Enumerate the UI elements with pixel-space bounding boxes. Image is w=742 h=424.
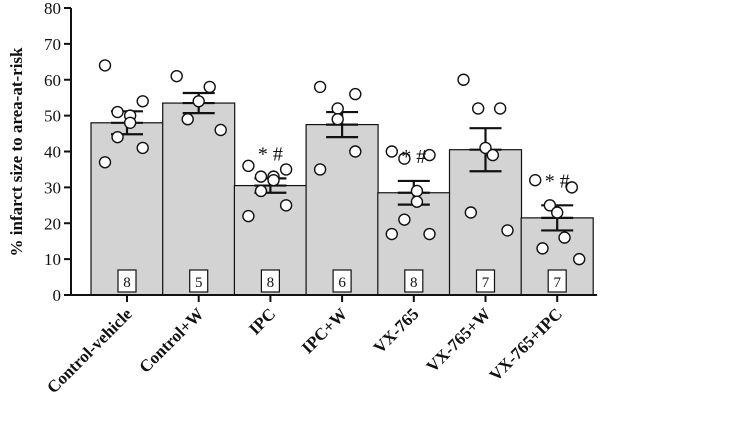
data-point	[136, 95, 149, 108]
y-axis-label: % infarct size to area-at-risk	[7, 47, 26, 257]
y-tick-label: 10	[44, 250, 61, 269]
data-point	[536, 242, 549, 255]
y-tick-label: 80	[44, 0, 61, 18]
sample-size-box	[189, 269, 209, 293]
data-point	[242, 209, 255, 223]
data-point	[214, 123, 227, 137]
x-tick-label: VX-765+W	[423, 304, 495, 376]
data-point	[111, 105, 124, 119]
data-point	[170, 69, 183, 83]
x-tick-label: Control+W	[135, 304, 207, 376]
x-tick-label: VX-765+IPC	[486, 304, 566, 384]
bar	[305, 123, 379, 296]
y-axis: 0 10 20 30 40 50 60 70 80	[44, 0, 72, 305]
data-point	[98, 59, 112, 72]
sample-size-box	[547, 269, 567, 293]
sample-size-label: 7	[553, 275, 561, 291]
data-point	[464, 206, 478, 219]
data-point	[279, 199, 293, 212]
data-point	[385, 227, 398, 241]
y-tick-label: 30	[44, 178, 61, 197]
data-point	[398, 213, 411, 226]
data-point	[123, 116, 137, 130]
data-point	[551, 206, 564, 219]
data-point	[192, 95, 205, 108]
data-point	[313, 163, 327, 176]
data-point	[181, 113, 194, 126]
data-point	[313, 80, 327, 94]
sample-size-label: 7	[482, 275, 490, 291]
data-point	[486, 148, 500, 162]
y-tick-label: 50	[44, 107, 61, 126]
y-tick-label: 70	[44, 35, 61, 54]
data-point	[398, 152, 411, 165]
sample-size-label: 8	[267, 275, 275, 291]
sample-size-label: 8	[410, 275, 418, 291]
x-axis: Control-vehicle Control+W IPC IPC+W VX-765 VX…	[43, 294, 598, 397]
x-tick-label: VX-765	[370, 304, 423, 357]
data-point	[331, 113, 344, 126]
sample-size-box	[260, 269, 280, 293]
y-tick-label: 20	[44, 214, 61, 233]
x-tick-label: Control-vehicle	[43, 304, 136, 397]
data-point	[410, 195, 424, 208]
data-point	[558, 231, 571, 244]
y-tick-label: 0	[53, 286, 62, 305]
significance-marker: * #	[401, 146, 426, 168]
data-point	[565, 181, 579, 194]
bar	[90, 122, 164, 296]
sample-size-box	[404, 269, 424, 293]
y-tick-label: 40	[44, 143, 61, 162]
data-point	[457, 73, 470, 86]
data-point	[267, 173, 280, 187]
data-point	[493, 102, 507, 115]
significance-marker: * #	[258, 143, 283, 165]
sample-size-label: 6	[338, 275, 346, 291]
sample-size-box	[332, 269, 352, 293]
data-point	[573, 252, 586, 266]
data-point	[423, 148, 436, 162]
data-point	[254, 184, 268, 198]
data-point	[279, 163, 293, 176]
significance-marker: * #	[545, 170, 570, 192]
significance-markers: * # * # * #	[258, 143, 570, 192]
sample-size-box	[475, 269, 496, 293]
data-point	[501, 224, 514, 237]
sample-size-label: 8	[123, 275, 131, 291]
data-point	[349, 87, 362, 101]
sample-size-box	[117, 269, 137, 293]
data-point	[111, 130, 124, 144]
data-point	[136, 141, 149, 155]
data-point	[385, 145, 398, 158]
x-tick-label: IPC	[245, 304, 279, 338]
sample-size-label: 5	[195, 275, 203, 291]
data-points	[98, 59, 586, 266]
data-point	[479, 141, 492, 155]
data-point	[254, 170, 268, 183]
data-point	[242, 159, 255, 173]
data-point	[331, 102, 344, 115]
data-point	[423, 227, 436, 241]
x-tick-label: IPC+W	[298, 304, 351, 357]
data-point	[98, 156, 112, 169]
data-point	[543, 199, 557, 212]
data-point	[410, 184, 424, 198]
data-point	[203, 80, 216, 94]
data-point	[349, 145, 362, 158]
data-point	[471, 102, 485, 115]
sample-size-labels: 8 5 8 6 8 7 7	[117, 269, 567, 293]
data-point	[529, 173, 542, 187]
y-tick-label: 60	[44, 71, 61, 90]
